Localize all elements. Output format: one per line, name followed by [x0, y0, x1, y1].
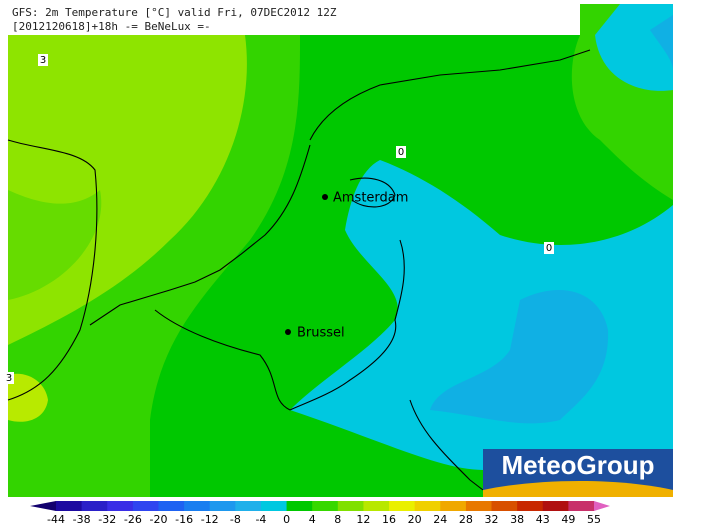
temperature-zone — [650, 15, 673, 70]
colorbar-segment — [337, 501, 364, 511]
border — [409, 399, 484, 491]
colorbar-segment — [312, 501, 339, 511]
temperature-zone — [290, 160, 673, 497]
colorbar-segment — [542, 501, 569, 511]
colorbar-label: -4 — [255, 513, 266, 525]
contour-label-box — [544, 242, 554, 254]
coastline — [89, 144, 311, 326]
colorbar-segment — [491, 501, 518, 511]
colorbar-label: 28 — [459, 513, 473, 525]
coastline — [7, 139, 98, 401]
colorbar-label: -32 — [98, 513, 116, 525]
colorbar-end — [30, 501, 56, 511]
colorbar-segment — [132, 501, 159, 511]
colorbar-segment — [235, 501, 262, 511]
colorbar-segment — [184, 501, 211, 511]
colorbar-segment — [260, 501, 288, 511]
colorbar-label: 49 — [561, 513, 575, 525]
colorbar-label: 16 — [382, 513, 396, 525]
temperature-zone — [430, 290, 609, 424]
header-title: GFS: 2m Temperature [°C] valid Fri, 07DE… — [12, 6, 337, 19]
contour-label: 3 — [40, 55, 46, 66]
colorbar-label: -38 — [73, 513, 91, 525]
coastline — [349, 177, 396, 208]
colorbar-label: 43 — [536, 513, 550, 525]
colorbar-label: -20 — [149, 513, 167, 525]
city-marker — [322, 194, 328, 200]
colorbar-label: 20 — [408, 513, 422, 525]
header-subtitle: [2012120618]+18h -= BeNeLux =- — [12, 20, 211, 33]
contour-label: 3 — [6, 373, 12, 384]
contour-label-box — [38, 54, 48, 66]
colorbar-label: 4 — [309, 513, 316, 525]
header-box — [8, 4, 580, 35]
contour-label: 0 — [546, 243, 552, 254]
border — [154, 309, 291, 411]
contour-label-box — [396, 146, 406, 158]
colorbar-segment — [389, 501, 416, 511]
contour-label: 0 — [398, 147, 404, 158]
colorbar-label: 32 — [485, 513, 499, 525]
colorbar: -44 -38 -32 -26 -20 -16 -12 -8 -4 0 4 8 12 16 20 24 28 32… — [30, 501, 610, 526]
colorbar-segment — [56, 501, 83, 511]
colorbar-label: 12 — [356, 513, 370, 525]
colorbar-label: -26 — [124, 513, 142, 525]
logo-swoosh — [483, 481, 673, 497]
colorbar-segment — [107, 501, 134, 511]
colorbar-segment — [158, 501, 185, 511]
contour-label-box — [4, 372, 14, 384]
colorbar-label: -44 — [47, 513, 65, 525]
colorbar-label: 8 — [334, 513, 341, 525]
city-label: Brussel — [297, 326, 345, 341]
colorbar-segment — [517, 501, 544, 511]
colorbar-end — [594, 501, 610, 511]
colorbar-segment — [568, 501, 595, 511]
colorbar-label: 0 — [283, 513, 290, 525]
colorbar-label: 38 — [510, 513, 524, 525]
colorbar-label: -12 — [201, 513, 219, 525]
colorbar-segment — [81, 501, 108, 511]
colorbar-segment — [440, 501, 467, 511]
coastline — [309, 49, 591, 141]
colorbar-label: 24 — [433, 513, 447, 525]
colorbar-segment — [465, 501, 493, 511]
city-label: Amsterdam — [333, 191, 408, 206]
logo: MeteoGroup — [501, 450, 654, 480]
border — [289, 239, 405, 411]
colorbar-segment — [414, 501, 441, 511]
colorbar-label: 55 — [587, 513, 601, 525]
temperature-zone — [595, 4, 673, 91]
colorbar-segment — [209, 501, 236, 511]
temperature-zone — [8, 190, 102, 300]
city-marker — [285, 329, 291, 335]
colorbar-label: -16 — [175, 513, 193, 525]
colorbar-segment — [286, 501, 313, 511]
colorbar-label: -8 — [230, 513, 241, 525]
colorbar-segment — [363, 501, 390, 511]
